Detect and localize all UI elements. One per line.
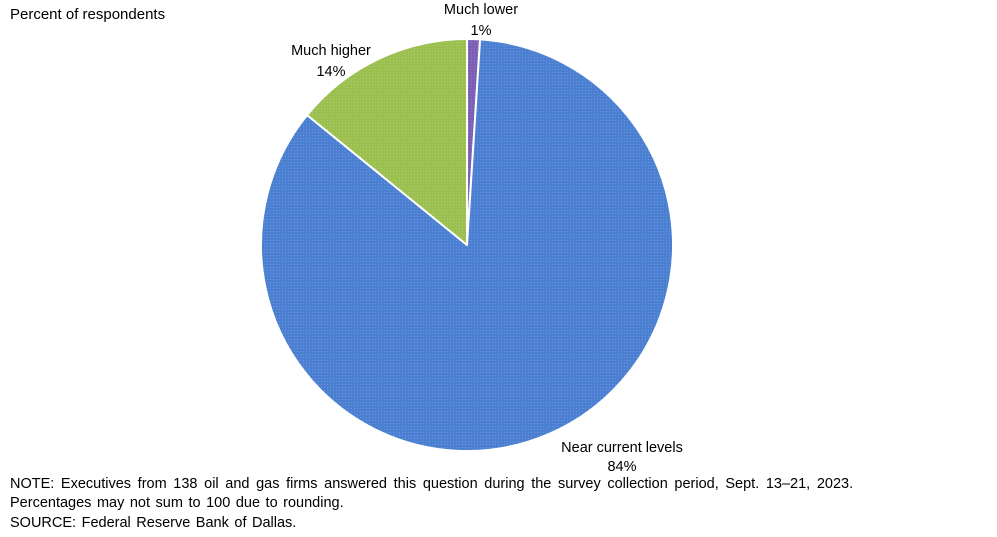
pie-slice-value-label: 14% — [316, 64, 345, 80]
pie-slices — [260, 37, 675, 452]
chart-note-line-1: NOTE: Executives from 138 oil and gas fi… — [10, 476, 854, 492]
chart-note-line-2: Percentages may not sum to 100 due to ro… — [10, 495, 344, 511]
pie-slice-value-label: 84% — [607, 459, 636, 475]
pie-slice-label: Much lower — [444, 2, 518, 18]
pie-slice-label: Much higher — [291, 43, 371, 59]
pie-slice-texture — [307, 39, 467, 245]
pie-slice-label: Near current levels — [561, 440, 683, 456]
pie-labels: Much lower 1% Near current levels 84% Much h… — [291, 2, 683, 475]
pie-slice-value-label: 1% — [471, 23, 492, 39]
chart-source: SOURCE: Federal Reserve Bank of Dallas. — [10, 515, 297, 531]
chart-ylabel: Percent of respondents — [10, 6, 166, 23]
